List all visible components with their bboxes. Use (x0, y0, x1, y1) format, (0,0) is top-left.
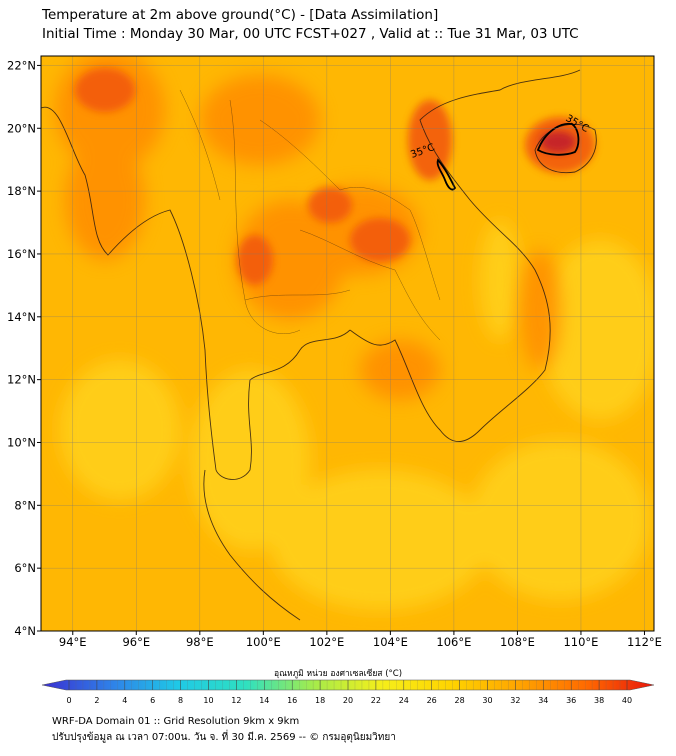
colorbar-tick-label: 36 (566, 696, 576, 705)
longitude-ticks: 94°E 96°E 98°E 100°E 102°E 104°E 106°E 108°E 110… (59, 631, 662, 649)
colorbar-tick-label: 12 (231, 696, 241, 705)
lat-tick-label: 16°N (7, 247, 36, 261)
contour-35c (436, 122, 580, 191)
colorbar-tick-label: 34 (538, 696, 548, 705)
lon-tick-label: 110°E (563, 635, 598, 649)
colorbar-tick-label: 20 (343, 696, 353, 705)
colorbar-tick-label: 8 (178, 696, 183, 705)
temperature-field: 35°C 35°C (41, 56, 654, 631)
lon-tick-label: 108°E (500, 635, 535, 649)
colorbar: 0 2 4 6 8 10 12 14 16 18 20 22 24 26 28 30 32 34 36 38 40 (41, 679, 655, 705)
colorbar-tick-label: 10 (203, 696, 213, 705)
colorbar-tick-label: 0 (66, 696, 71, 705)
lat-tick-label: 12°N (7, 373, 36, 387)
lon-tick-label: 104°E (373, 635, 408, 649)
footer-updated: ปรับปรุงข้อมูล ณ เวลา 07:00น. วัน จ. ที่… (52, 732, 396, 743)
colorbar-tick-label: 22 (371, 696, 381, 705)
colorbar-tick-label: 24 (399, 696, 409, 705)
colorbar-ticks: 0 2 4 6 8 10 12 14 16 18 20 22 24 26 28 30 32 34 36 38 40 (66, 680, 632, 705)
colorbar-tick-label: 32 (510, 696, 520, 705)
footer-resolution: WRF-DA Domain 01 :: Grid Resolution 9km … (52, 716, 300, 727)
colorbar-tick-label: 26 (427, 696, 437, 705)
lat-tick-label: 20°N (7, 121, 36, 135)
lon-tick-label: 96°E (122, 635, 150, 649)
lon-tick-label: 102°E (309, 635, 344, 649)
colorbar-title: อุณหภูมิ หน่วย องศาเซลเซียส (°C) (273, 669, 403, 679)
coastline (41, 69, 597, 621)
chart-subtitle: Initial Time : Monday 30 Mar, 00 UTC FCS… (42, 26, 579, 42)
lat-tick-label: 14°N (7, 310, 36, 324)
colorbar-tick-label: 38 (594, 696, 604, 705)
colorbar-tick-label: 16 (287, 696, 297, 705)
lon-tick-label: 112°E (627, 635, 662, 649)
colorbar-tick-label: 40 (622, 696, 632, 705)
lat-tick-label: 22°N (7, 58, 36, 72)
colorbar-tick-label: 2 (94, 696, 99, 705)
colorbar-tick-label: 30 (482, 696, 492, 705)
lon-tick-label: 106°E (436, 635, 471, 649)
lat-tick-label: 10°N (7, 435, 36, 449)
colorbar-tick-label: 4 (122, 696, 127, 705)
lat-tick-label: 18°N (7, 184, 36, 198)
lat-tick-label: 6°N (14, 561, 36, 575)
lat-tick-label: 8°N (14, 498, 36, 512)
map-frame (40, 55, 655, 632)
temperature-map: 35°C 35°C 94°E 96°E 98°E 100°E 102°E 104°E 106… (7, 55, 662, 649)
lat-tick-label: 4°N (14, 624, 36, 638)
graticule (41, 56, 654, 631)
colorbar-tick-label: 6 (150, 696, 155, 705)
lon-tick-label: 100°E (246, 635, 281, 649)
lon-tick-label: 94°E (59, 635, 87, 649)
colorbar-tick-label: 18 (315, 696, 325, 705)
lon-tick-label: 98°E (186, 635, 214, 649)
colorbar-tick-label: 14 (259, 696, 269, 705)
chart-title: Temperature at 2m above ground(°C) - [Da… (42, 7, 439, 23)
latitude-ticks: 4°N 6°N 8°N 10°N 12°N 14°N 16°N 18°N 20°N 22°N (7, 58, 41, 638)
colorbar-tick-label: 28 (455, 696, 465, 705)
